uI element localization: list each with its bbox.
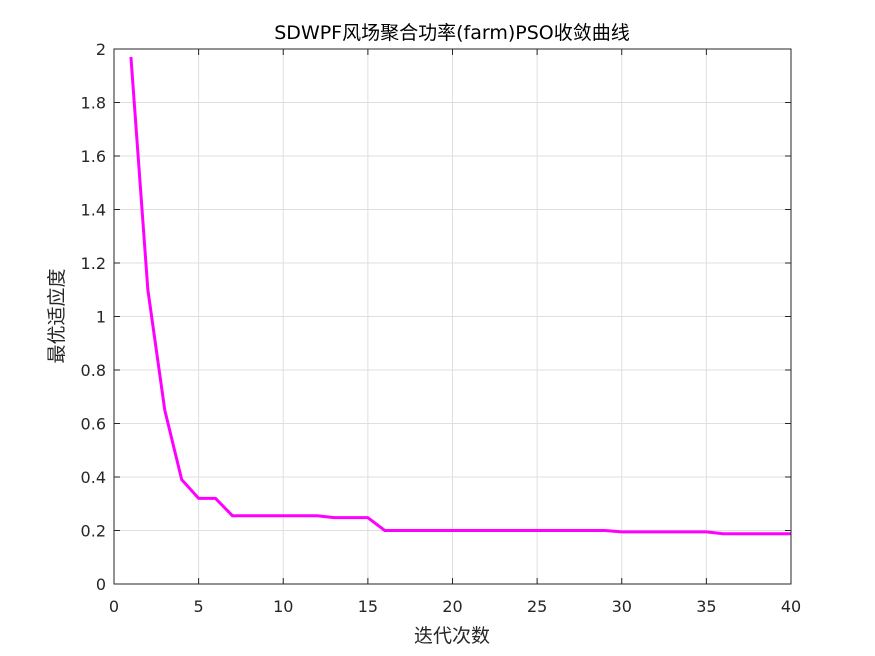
y-tick-label: 2: [96, 40, 106, 59]
x-tick-label: 40: [781, 597, 801, 616]
y-axis-label: 最优适应度: [46, 268, 68, 363]
y-tick-label: 0.6: [81, 415, 106, 434]
x-tick-label: 5: [194, 597, 204, 616]
y-tick-label: 0: [96, 575, 106, 594]
series-line-0: [129, 56, 791, 536]
y-tick-label: 0.2: [81, 522, 106, 541]
series-layer: [129, 56, 791, 536]
x-axis-label: 迭代次数: [414, 625, 490, 647]
y-tick-label: 1.6: [81, 147, 106, 166]
y-tick-label: 0.8: [81, 361, 106, 380]
x-tick-label: 20: [442, 597, 462, 616]
x-tick-label: 25: [527, 597, 547, 616]
chart-title: SDWPF风场聚合功率(farm)PSO收敛曲线: [274, 22, 629, 44]
x-tick-label: 0: [109, 597, 119, 616]
y-tick-label: 1.4: [81, 201, 106, 220]
y-tick-label: 1: [96, 308, 106, 327]
y-tick-label: 0.4: [81, 468, 106, 487]
x-tick-label: 15: [358, 597, 378, 616]
x-tick-label: 30: [612, 597, 632, 616]
x-tick-label: 35: [696, 597, 716, 616]
x-tick-label: 10: [273, 597, 293, 616]
y-tick-label: 1.8: [81, 94, 106, 113]
y-tick-label: 1.2: [81, 254, 106, 273]
axis-ticks: 0 5 10 15 20 25 30 35 40 0 0.2 0.4 0.6 0.8 1 1.2 1.4 1.6 1…: [81, 40, 802, 616]
